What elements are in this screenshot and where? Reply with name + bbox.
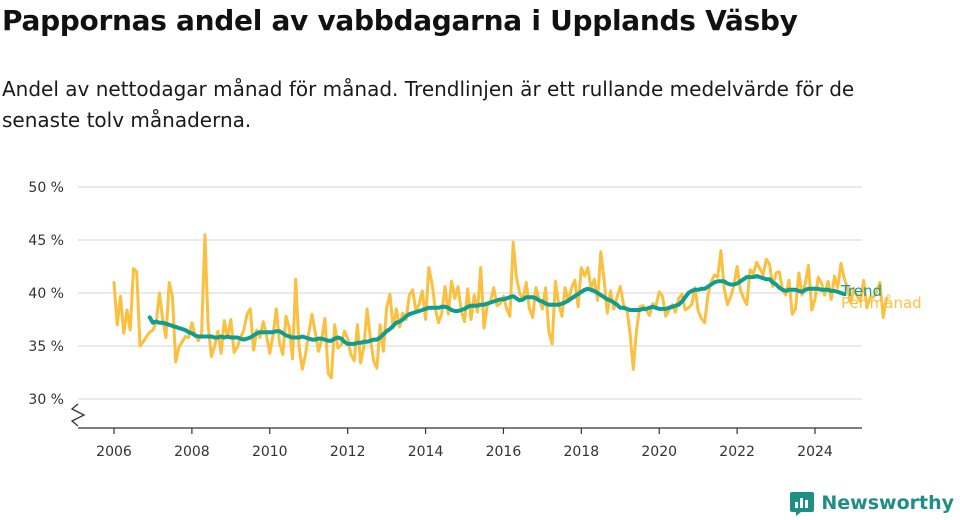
chart-subtitle: Andel av nettodagar månad för månad. Tre… xyxy=(2,77,855,132)
x-tick-label-2014: 2014 xyxy=(408,444,444,460)
series-label-per-manad: Per månad xyxy=(841,294,922,312)
x-tick-label-2016: 2016 xyxy=(486,444,522,460)
series-label-trend: Trend xyxy=(840,282,882,300)
x-tick-label-2018: 2018 xyxy=(564,444,600,460)
y-axis-break-marker xyxy=(70,403,86,427)
y-tick-label-30: 30 % xyxy=(28,392,64,408)
series-line-per-manad xyxy=(112,233,888,380)
y-tick-label-45: 45 % xyxy=(28,233,64,249)
x-tick-label-2010: 2010 xyxy=(252,444,288,460)
newsworthy-logo-icon xyxy=(790,492,815,516)
gridlines xyxy=(78,186,862,400)
x-axis: 2006 2008 2010 2012 2014 2016 2018 2020 2022 2024 xyxy=(78,427,862,460)
y-tick-label-35: 35 % xyxy=(28,339,64,355)
x-tick-label-2006: 2006 xyxy=(96,444,132,460)
x-tick-label-2008: 2008 xyxy=(174,444,210,460)
x-tick-label-2022: 2022 xyxy=(719,444,755,460)
y-tick-label-40: 40 % xyxy=(28,286,64,302)
x-tick-label-2020: 2020 xyxy=(641,444,677,460)
chart-title: Pappornas andel av vabbdagarna i Uppland… xyxy=(2,4,798,37)
y-axis: 30 % 35 % 40 % 45 % 50 % xyxy=(28,180,86,427)
series-lines xyxy=(112,233,888,380)
brand-name: Newsworthy xyxy=(821,492,954,514)
brand-logo: Newsworthy xyxy=(789,490,954,516)
x-tick-label-2012: 2012 xyxy=(330,444,366,460)
x-tick-label-2024: 2024 xyxy=(797,444,833,460)
y-tick-label-50: 50 % xyxy=(28,180,64,196)
series-line-trend xyxy=(147,274,847,346)
